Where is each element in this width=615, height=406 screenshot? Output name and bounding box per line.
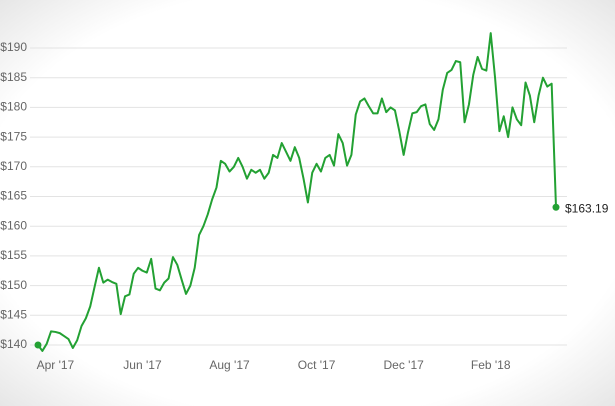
y-tick-label: $150 [0, 278, 27, 292]
y-tick-label: $140 [0, 337, 27, 351]
y-tick-label: $155 [0, 248, 27, 262]
x-tick-label: Jun '17 [123, 358, 162, 372]
y-tick-label: $190 [0, 40, 27, 54]
y-tick-label: $170 [0, 159, 27, 173]
x-tick-label: Aug '17 [209, 358, 250, 372]
y-tick-label: $180 [0, 100, 27, 114]
end-point [34, 341, 42, 349]
price-line [37, 32, 557, 352]
y-tick-label: $185 [0, 70, 27, 84]
y-tick-label: $175 [0, 129, 27, 143]
x-tick-label: Oct '17 [298, 358, 336, 372]
y-tick-label: $160 [0, 218, 27, 232]
x-tick-label: Apr '17 [37, 358, 75, 372]
x-tick-label: Dec '17 [383, 358, 424, 372]
end-point [552, 203, 560, 211]
x-tick-label: Feb '18 [471, 358, 511, 372]
y-tick-label: $165 [0, 189, 27, 203]
value-label: $163.19 [565, 201, 609, 215]
y-tick-label: $145 [0, 307, 27, 321]
